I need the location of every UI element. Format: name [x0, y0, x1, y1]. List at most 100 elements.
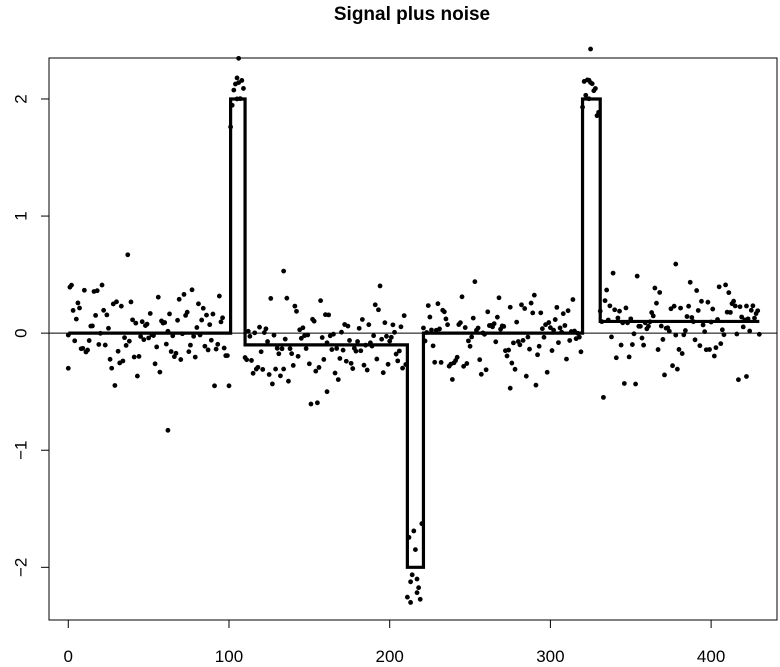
- data-point: [75, 300, 81, 306]
- data-point: [519, 302, 524, 308]
- data-point: [689, 315, 695, 320]
- data-point: [289, 351, 295, 357]
- data-point: [593, 86, 598, 91]
- data-point: [607, 303, 613, 309]
- data-point: [348, 360, 354, 366]
- data-point: [491, 321, 497, 327]
- data-point: [477, 357, 483, 363]
- data-point: [755, 308, 761, 314]
- data-point: [109, 365, 115, 371]
- data-point: [249, 358, 254, 363]
- x-tick-label: 200: [376, 647, 404, 666]
- data-point: [313, 368, 319, 374]
- x-tick-label: 300: [536, 647, 564, 666]
- data-point: [236, 80, 242, 85]
- data-point: [409, 572, 415, 578]
- data-point: [356, 325, 362, 331]
- data-point: [361, 362, 367, 368]
- data-point: [723, 282, 728, 288]
- data-point: [520, 338, 526, 343]
- data-point: [525, 334, 531, 340]
- data-point: [377, 283, 383, 289]
- data-point: [244, 357, 250, 363]
- data-point: [462, 325, 468, 330]
- data-point: [141, 337, 147, 343]
- data-point: [261, 330, 267, 335]
- data-point: [511, 340, 516, 346]
- data-point: [215, 341, 221, 347]
- data-point: [167, 311, 172, 317]
- data-point: [687, 279, 693, 285]
- x-tick-label: 0: [64, 647, 73, 666]
- data-point: [81, 287, 87, 293]
- data-point: [565, 308, 571, 314]
- data-point: [567, 338, 573, 343]
- y-tick-label: 1: [11, 211, 30, 220]
- data-point: [308, 401, 314, 407]
- data-point: [196, 301, 201, 307]
- data-point: [538, 310, 544, 316]
- data-point: [747, 328, 753, 334]
- data-point: [750, 303, 756, 309]
- data-point: [734, 331, 740, 337]
- signal-step-line: [68, 97, 760, 569]
- data-point: [454, 354, 460, 360]
- data-point: [134, 373, 140, 379]
- data-point: [340, 347, 346, 353]
- data-point: [527, 346, 532, 352]
- data-point: [752, 315, 757, 321]
- data-point: [493, 339, 499, 345]
- data-point: [384, 333, 389, 339]
- data-point: [298, 335, 304, 341]
- data-point: [154, 344, 160, 350]
- data-point: [401, 313, 407, 319]
- data-point: [96, 342, 102, 347]
- data-point: [602, 298, 608, 304]
- data-point: [556, 340, 561, 346]
- data-point: [189, 287, 195, 293]
- data-point: [252, 330, 258, 336]
- data-point: [449, 377, 455, 382]
- data-point: [231, 87, 237, 93]
- data-point: [731, 298, 737, 304]
- data-point: [101, 307, 107, 313]
- data-point: [247, 333, 253, 339]
- data-point: [345, 323, 351, 329]
- data-point: [637, 323, 643, 329]
- data-point: [358, 348, 364, 354]
- data-point: [80, 345, 86, 351]
- data-point: [212, 383, 217, 389]
- data-point: [138, 334, 144, 339]
- data-point: [621, 381, 627, 386]
- data-point: [554, 304, 560, 310]
- data-point: [337, 356, 343, 361]
- data-point: [744, 303, 749, 309]
- data-point: [216, 293, 222, 299]
- data-point: [306, 361, 312, 367]
- y-tick-label: −1: [11, 441, 30, 460]
- data-point: [191, 333, 197, 339]
- data-point: [387, 338, 393, 344]
- data-point: [118, 303, 124, 309]
- y-tick-label: 2: [11, 94, 30, 103]
- data-point: [652, 285, 658, 291]
- data-point: [694, 288, 700, 293]
- data-point: [178, 357, 184, 362]
- data-point: [114, 299, 119, 305]
- data-point: [104, 312, 110, 318]
- data-point: [131, 354, 137, 360]
- data-point: [192, 354, 198, 360]
- data-point: [199, 317, 205, 323]
- data-point: [744, 374, 749, 379]
- data-point: [732, 303, 738, 309]
- chart-title: Signal plus noise: [334, 4, 490, 25]
- data-point: [385, 361, 391, 367]
- data-point: [350, 366, 356, 371]
- data-point: [194, 325, 200, 330]
- data-point: [557, 325, 563, 331]
- data-point: [583, 92, 589, 98]
- data-point: [673, 332, 679, 338]
- data-point: [470, 315, 476, 321]
- data-point: [633, 381, 638, 387]
- data-point: [657, 290, 663, 295]
